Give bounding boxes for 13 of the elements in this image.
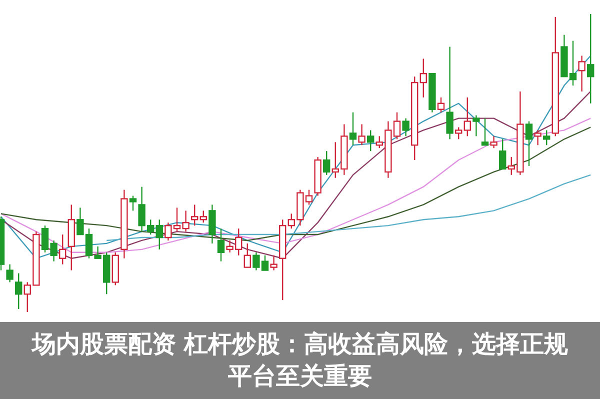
candlestick xyxy=(446,46,454,140)
candlestick xyxy=(587,13,594,104)
candlestick xyxy=(208,204,216,244)
candlestick xyxy=(314,156,322,196)
candlestick xyxy=(68,204,75,271)
candlestick xyxy=(420,58,427,98)
candlestick xyxy=(358,124,366,146)
candlestick xyxy=(270,254,278,271)
title: 场内股票配资 杠杆炒股：高收益高风险，选择正规平台至关重要 xyxy=(0,322,600,399)
candlestick xyxy=(490,136,498,149)
candlestick xyxy=(578,55,586,92)
candlestick xyxy=(120,189,128,259)
candlestick xyxy=(534,130,542,146)
